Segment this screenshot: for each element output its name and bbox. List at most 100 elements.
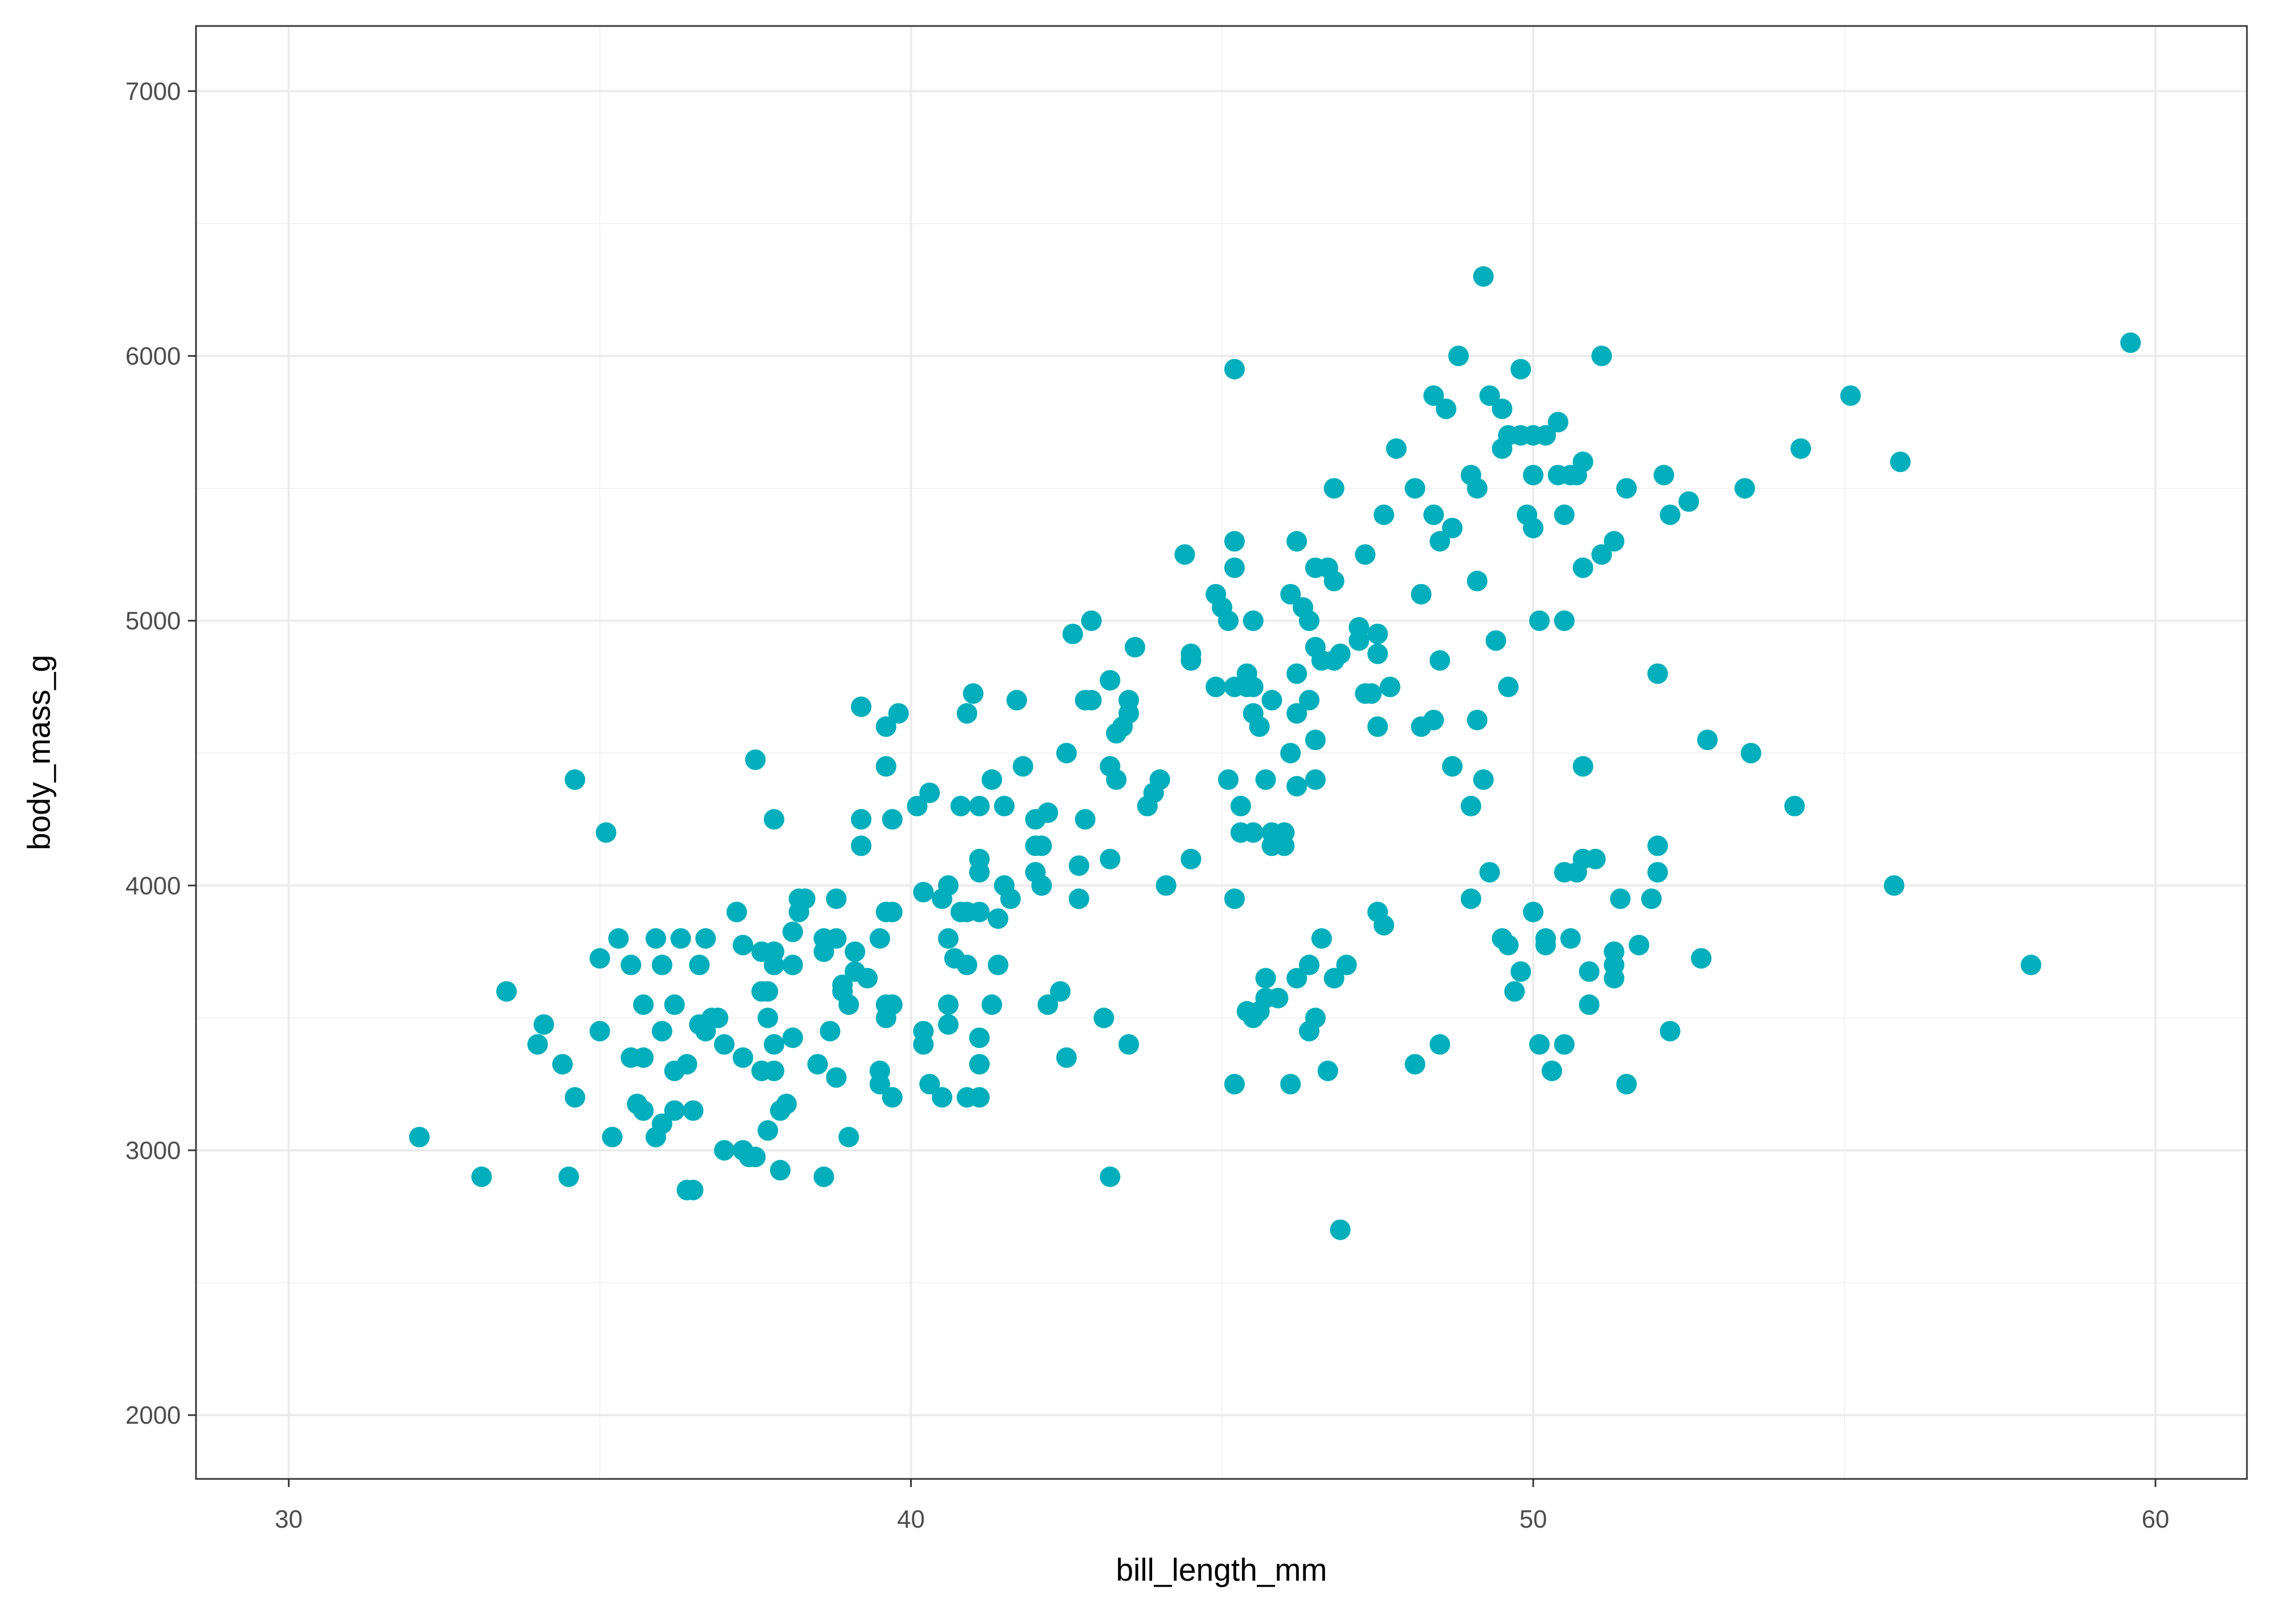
point <box>1442 756 1463 777</box>
point <box>471 1166 492 1187</box>
point <box>496 981 517 1002</box>
point <box>1423 504 1444 525</box>
point <box>633 994 654 1015</box>
point <box>1604 531 1625 552</box>
point <box>770 1160 791 1181</box>
point <box>988 954 1009 975</box>
point <box>956 954 977 975</box>
point <box>670 928 691 949</box>
point <box>1267 987 1289 1009</box>
point <box>1691 948 1712 969</box>
point <box>763 1060 785 1082</box>
point <box>1572 557 1593 578</box>
point <box>1305 769 1326 790</box>
point <box>1324 968 1345 989</box>
point <box>919 782 940 803</box>
point <box>1448 345 1469 366</box>
point <box>1367 643 1388 664</box>
point <box>1068 855 1089 876</box>
point <box>782 921 803 942</box>
point <box>1286 663 1308 684</box>
point <box>813 1166 834 1187</box>
y-tick-label: 3000 <box>126 1136 181 1164</box>
point <box>552 1053 573 1075</box>
point <box>1485 630 1506 651</box>
point <box>1460 796 1481 817</box>
point <box>1591 345 1612 366</box>
point <box>882 809 903 830</box>
point <box>988 908 1009 929</box>
point <box>1647 862 1668 883</box>
point <box>1367 716 1388 737</box>
point <box>1100 670 1121 691</box>
point <box>1529 1034 1550 1055</box>
point <box>1554 610 1575 631</box>
point <box>1280 743 1301 764</box>
point <box>969 862 990 883</box>
point <box>1840 385 1861 406</box>
point <box>714 1140 735 1161</box>
point <box>683 1180 704 1201</box>
point <box>1659 504 1681 525</box>
point <box>533 1014 554 1035</box>
y-axis-title: body_mass_g <box>22 654 57 850</box>
point <box>1678 491 1700 512</box>
point <box>733 1047 754 1068</box>
point <box>1641 888 1662 909</box>
point <box>664 994 685 1015</box>
point <box>1031 875 1052 896</box>
point <box>994 796 1015 817</box>
point <box>2021 954 2042 975</box>
point <box>633 1047 654 1068</box>
point <box>620 954 642 975</box>
point <box>1529 610 1550 631</box>
point <box>1230 796 1251 817</box>
point <box>981 994 1002 1015</box>
point <box>938 1014 959 1035</box>
point <box>1262 690 1283 711</box>
point <box>714 1034 735 1055</box>
point <box>1037 802 1058 823</box>
point <box>1554 504 1575 525</box>
point <box>1473 266 1494 287</box>
point <box>776 1093 797 1115</box>
point <box>1510 961 1531 982</box>
point <box>763 809 785 830</box>
point <box>1068 888 1089 909</box>
point <box>782 1027 803 1049</box>
point <box>1224 557 1245 578</box>
point <box>832 974 853 996</box>
point <box>1522 464 1544 486</box>
point <box>1081 690 1102 711</box>
point <box>1311 928 1332 949</box>
point <box>1790 438 1811 459</box>
point <box>1467 478 1488 499</box>
point <box>1037 994 1058 1015</box>
point <box>1741 743 1762 764</box>
x-tick-label: 30 <box>275 1505 303 1533</box>
point <box>1286 531 1308 552</box>
point <box>795 888 816 909</box>
point <box>1479 385 1500 406</box>
point <box>1647 835 1668 856</box>
point <box>1299 954 1320 975</box>
point <box>919 1073 940 1095</box>
point <box>1410 584 1432 605</box>
point <box>1404 1053 1426 1075</box>
point <box>645 928 666 949</box>
point <box>1317 1060 1338 1082</box>
point <box>913 1034 934 1055</box>
point <box>596 822 617 843</box>
point <box>1286 776 1308 797</box>
point <box>1541 1060 1563 1082</box>
point <box>963 683 984 704</box>
panel-border <box>195 25 2248 1480</box>
point <box>1224 888 1245 909</box>
point <box>1106 769 1127 790</box>
point <box>1218 610 1239 631</box>
point <box>1000 888 1021 909</box>
point <box>1056 743 1077 764</box>
point <box>602 1127 623 1148</box>
point <box>1125 637 1146 658</box>
